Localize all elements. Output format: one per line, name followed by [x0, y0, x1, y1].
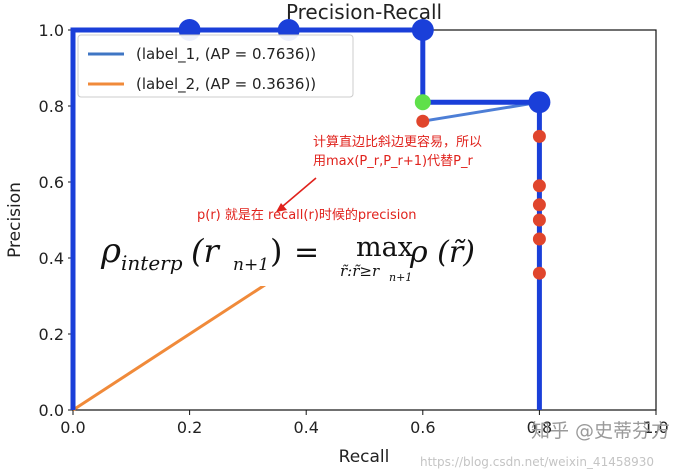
formula-overlay: ρ interp (r n+1 ) = max r̃:r̃≥r n+1 ρ (r… — [96, 224, 478, 286]
annotation-arrow — [276, 177, 317, 212]
red-point-5 — [532, 232, 546, 246]
y-tick-label-3: 0.6 — [39, 173, 64, 192]
formula-equals: = — [294, 235, 319, 270]
diagonal-segment — [422, 100, 540, 123]
formula-rhs: ρ (r̃) — [409, 235, 475, 270]
x-tick-label-1: 0.2 — [177, 418, 202, 437]
x-tick-label-2: 0.4 — [293, 418, 318, 437]
green-point-0 — [414, 94, 431, 111]
legend: (label_1, (AP = 0.7636)) (label_2, (AP =… — [77, 34, 354, 98]
formula-arg-close: ) — [270, 232, 282, 270]
chart-title: Precision-Recall — [286, 0, 442, 24]
blue-point-2 — [411, 19, 434, 41]
formula-arg-open: (r — [191, 232, 220, 270]
red-point-2 — [532, 179, 546, 193]
series-label-2-line — [72, 271, 284, 412]
annotation-definition: p(r) 就是在 recall(r)时候的precision — [197, 207, 417, 223]
y-tick-label-5: 1.0 — [39, 21, 64, 40]
y-tick-label-0: 0.0 — [39, 401, 64, 420]
formula-interp-sub: interp — [121, 251, 183, 275]
annotation-line-2: 用max(P_r,P_r+1)代替P_r — [313, 154, 473, 169]
watermark-brand: 知乎 @史蒂芬方 — [531, 420, 670, 442]
formula-max-sub-sub: n+1 — [389, 271, 412, 284]
x-tick-label-4: 0.8 — [527, 418, 552, 437]
legend-entry-label-2: (label_2, (AP = 0.3636)) — [136, 75, 316, 94]
red-point-1 — [532, 129, 546, 143]
red-point-0 — [416, 114, 430, 128]
annotation-line-1: 计算直边比斜边更容易，所以 — [313, 134, 482, 150]
formula-max-sub: r̃:r̃≥r — [340, 262, 380, 280]
red-point-6 — [532, 266, 546, 280]
x-tick-label-0: 0.0 — [60, 418, 85, 437]
x-tick-label-3: 0.6 — [410, 418, 435, 437]
x-axis-label: Recall — [339, 447, 390, 467]
y-tick-label-1: 0.2 — [39, 325, 64, 344]
red-point-3 — [532, 198, 546, 212]
y-axis-label: Precision — [5, 182, 25, 258]
legend-entry-label-1: (label_1, (AP = 0.7636)) — [136, 45, 316, 64]
legend-box — [77, 34, 354, 98]
formula-backdrop — [96, 224, 478, 286]
formula-rho: ρ — [100, 231, 121, 271]
watermark-url: https://blog.csdn.net/weixin_41458930 — [420, 455, 654, 469]
red-point-4 — [532, 213, 546, 227]
formula-arg-sub: n+1 — [233, 255, 269, 275]
y-tick-label-4: 0.8 — [39, 97, 64, 116]
x-tick-label-5: 1.0 — [643, 418, 668, 437]
y-tick-label-2: 0.4 — [39, 249, 64, 268]
formula-max: max — [356, 232, 413, 263]
blue-point-3 — [528, 91, 551, 114]
